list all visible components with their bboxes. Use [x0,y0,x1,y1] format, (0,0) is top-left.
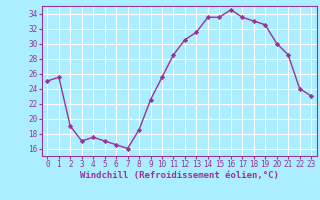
X-axis label: Windchill (Refroidissement éolien,°C): Windchill (Refroidissement éolien,°C) [80,171,279,180]
